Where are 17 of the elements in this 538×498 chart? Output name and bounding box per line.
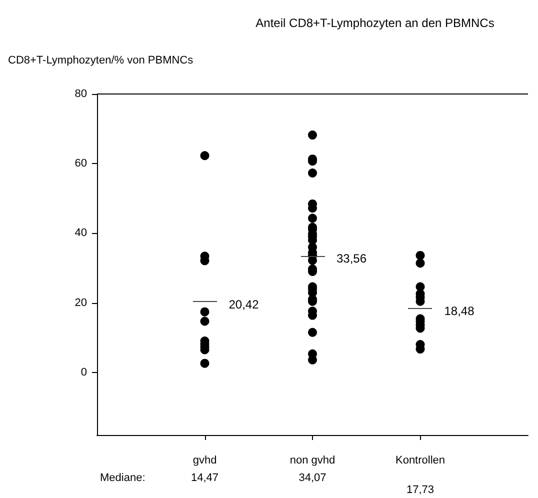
annotation: 20,42 — [228, 297, 260, 312]
text: 17,73 — [406, 484, 434, 496]
y-tick-label: 40 — [74, 227, 87, 240]
y-axis-title: CD8+T-Lymphozyten/% von PBMNCs — [8, 54, 194, 66]
text: Mediane: — [100, 472, 146, 484]
text: 34,07 — [298, 472, 326, 484]
y-tick-label: 60 — [74, 158, 87, 170]
y-tick-label: 80 — [74, 88, 87, 100]
x-tick-label: Kontrollen — [395, 454, 446, 466]
text: 14,47 — [190, 472, 219, 484]
y-tick-label: 20 — [74, 296, 87, 309]
y-tick-label: 0 — [80, 366, 87, 378]
x-tick-label: non gvhd — [290, 454, 336, 466]
chart-title: Anteil CD8+T-Lymphozyten an den PBMNCs — [256, 16, 494, 30]
x-tick-label: gvhd — [192, 454, 217, 466]
annotation: 18,48 — [444, 304, 475, 318]
annotation: 33,56 — [336, 252, 367, 266]
